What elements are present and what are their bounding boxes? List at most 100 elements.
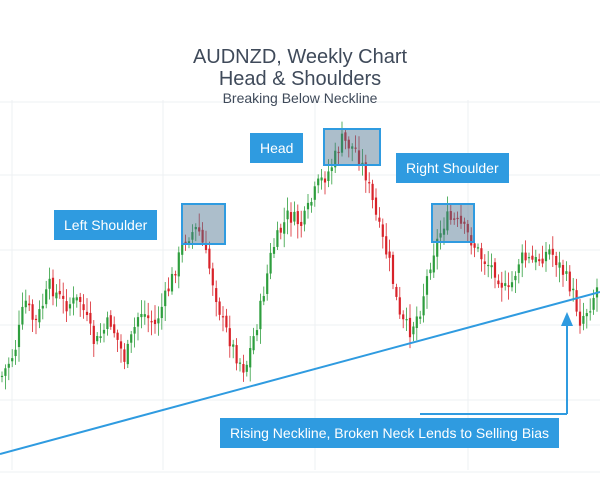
candle-body	[102, 329, 106, 334]
candle-body	[262, 296, 265, 302]
candle-body	[286, 210, 289, 220]
candle-body	[228, 328, 231, 347]
candle-body	[446, 211, 449, 231]
candle-body	[585, 313, 588, 317]
candle-body	[303, 210, 306, 225]
candle-body	[92, 325, 95, 344]
candle-body	[432, 255, 435, 273]
candle-body	[524, 252, 527, 261]
candle-body	[374, 197, 378, 215]
candle-body	[68, 304, 72, 309]
candle-body	[150, 321, 153, 323]
candle-body	[470, 235, 473, 246]
candle-body	[232, 344, 235, 347]
candle-body	[75, 297, 78, 301]
neckline-trendline	[0, 291, 600, 455]
candle-body	[395, 286, 398, 297]
candle-body	[357, 150, 361, 165]
candle-body	[99, 336, 102, 339]
right-shoulder-label: Right Shoulder	[396, 153, 509, 183]
candle-body	[296, 211, 299, 225]
candle-body	[28, 303, 31, 306]
grid-lines	[0, 100, 600, 473]
candle-body	[572, 288, 575, 291]
candle-body	[259, 300, 262, 330]
arrow-head-icon	[561, 312, 573, 326]
candle-body	[368, 182, 371, 184]
candle-body	[419, 316, 422, 319]
candle-body	[279, 227, 282, 233]
candle-body	[113, 324, 116, 334]
candle-body	[181, 243, 184, 255]
candle-body	[568, 271, 571, 292]
candle-body	[45, 289, 48, 305]
chart-title: AUDNZD, Weekly Chart	[192, 46, 408, 68]
candle-body	[221, 316, 225, 318]
candle-body	[527, 257, 531, 259]
left-shoulder-box	[181, 203, 226, 245]
candle-body	[235, 345, 238, 364]
candle-body	[514, 275, 517, 281]
candle-body	[24, 300, 27, 308]
candle-body	[463, 221, 466, 224]
candle-body	[320, 177, 323, 181]
candle-body	[167, 288, 170, 292]
candle-body	[354, 147, 357, 149]
candle-body	[38, 309, 41, 323]
candle-body	[361, 162, 364, 165]
candle-body	[31, 304, 34, 320]
candle-body	[48, 278, 51, 289]
candle-body	[351, 146, 354, 149]
candle-body	[425, 276, 429, 295]
candle-body	[252, 336, 255, 351]
candle-body	[327, 171, 330, 182]
candle-body	[364, 162, 367, 181]
candle-body	[561, 264, 565, 275]
candle-body	[534, 256, 537, 263]
candle-body	[487, 264, 490, 267]
candle-body	[293, 211, 296, 222]
candle-body	[7, 363, 10, 368]
candle-body	[89, 312, 92, 324]
candle-body	[201, 229, 204, 243]
candle-body	[459, 215, 463, 224]
candle-body	[317, 178, 320, 186]
candle-body	[123, 349, 126, 362]
candle-body	[4, 368, 7, 376]
candle-body	[109, 315, 112, 327]
candle-body	[558, 262, 561, 268]
candle-body	[126, 343, 129, 365]
chart-subtitle: Head & Shoulders	[218, 68, 382, 90]
candle-body	[130, 334, 133, 343]
candle-body	[289, 212, 293, 223]
candle-body	[242, 364, 245, 373]
neckline-break-arrow	[420, 312, 573, 415]
candle-body	[170, 273, 174, 292]
candle-body	[140, 313, 143, 318]
candle-body	[116, 332, 119, 340]
candle-body	[507, 285, 510, 288]
candle-body	[531, 255, 534, 260]
candle-body	[204, 243, 208, 251]
candle-body	[555, 255, 558, 266]
candle-body	[548, 249, 551, 255]
candle-body	[381, 224, 384, 237]
candle-body	[402, 314, 405, 320]
candle-body	[391, 254, 395, 284]
chart-caption: Breaking Below Neckline	[222, 90, 378, 106]
candle-body	[541, 258, 544, 264]
candle-body	[0, 375, 4, 378]
candle-body	[276, 230, 279, 247]
candle-body	[300, 221, 303, 226]
candle-body	[398, 297, 401, 315]
candle-body	[215, 288, 218, 303]
candle-body	[371, 183, 374, 201]
left-shoulder-label: Left Shoulder	[54, 210, 158, 240]
candle-body	[378, 217, 381, 222]
candle-body	[334, 150, 337, 168]
candle-body	[208, 248, 211, 269]
head-box	[323, 128, 381, 166]
candle-body	[473, 243, 476, 248]
candle-body	[344, 132, 347, 141]
